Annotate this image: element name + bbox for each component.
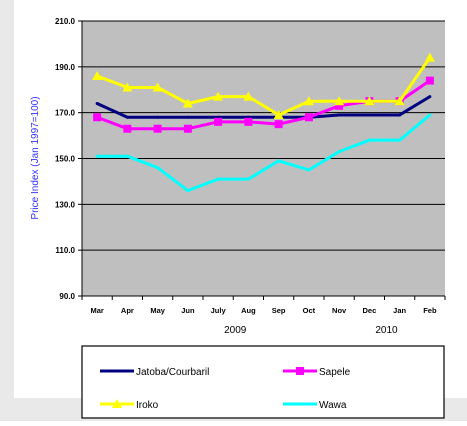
y-tick-label: 170.0: [55, 109, 76, 118]
data-point: [367, 138, 371, 142]
x-tick-label: Nov: [332, 306, 347, 315]
data-point: [273, 109, 284, 119]
data-point: [394, 96, 405, 106]
data-point: [216, 177, 220, 181]
x-tick-label: Mar: [90, 306, 103, 315]
legend-box: [81, 345, 445, 419]
legend-entry: Sapele: [283, 367, 351, 378]
series-line: [96, 56, 432, 117]
data-point: [186, 115, 190, 119]
data-point: [364, 96, 375, 106]
x-tick-label: Aug: [241, 306, 256, 315]
data-point: [214, 117, 223, 126]
data-point: [307, 168, 311, 172]
data-series: [92, 52, 435, 193]
legend-label: Wawa: [319, 400, 347, 411]
data-point: [246, 177, 250, 181]
legend-entry: Iroko: [100, 399, 159, 411]
data-point: [244, 117, 253, 126]
tick-labels: 210.0 190.0 170.0 150.0 130.0 110.0 90.0 Mar Apr…: [55, 17, 437, 336]
data-point: [428, 113, 432, 117]
data-point: [213, 91, 224, 101]
data-point: [152, 82, 163, 92]
y-tick-label: 150.0: [55, 155, 76, 164]
data-point: [125, 115, 129, 119]
data-point: [156, 166, 160, 170]
data-point: [156, 115, 160, 119]
data-point: [277, 159, 281, 163]
data-point: [425, 76, 434, 85]
y-tick-label: 110.0: [55, 246, 75, 255]
data-point: [92, 71, 103, 80]
x-tick-label: Dec: [362, 306, 376, 315]
data-point: [153, 124, 162, 133]
data-point: [337, 150, 341, 154]
data-point: [367, 113, 371, 117]
data-point: [335, 101, 344, 110]
y-tick-label: 130.0: [55, 200, 76, 209]
data-point: [243, 91, 254, 101]
data-point: [93, 113, 102, 122]
data-point: [186, 189, 190, 193]
data-point: [304, 113, 313, 122]
data-point: [95, 102, 99, 105]
axes: [78, 20, 446, 300]
x-tick-label: July: [211, 306, 227, 315]
data-point: [428, 95, 432, 99]
data-point: [123, 124, 132, 133]
data-point: [125, 154, 129, 158]
legend-label: Jatoba/Courbaril: [136, 367, 209, 378]
data-point: [398, 113, 402, 117]
x-tick-label: May: [150, 306, 165, 315]
x-tick-label: Apr: [121, 306, 134, 315]
data-point: [424, 52, 435, 62]
y-tick-label: 90.0: [59, 292, 75, 301]
legend-label: Iroko: [136, 400, 159, 411]
data-point: [274, 120, 283, 129]
y-tick-label: 190.0: [55, 63, 76, 72]
series-line: [97, 113, 431, 193]
y-tick-label: 210.0: [55, 17, 76, 26]
x-tick-label: Sep: [272, 306, 286, 315]
chart-left-shadow: [0, 0, 14, 421]
series-line: [96, 95, 431, 119]
data-point: [303, 96, 314, 106]
x-year-label: 2009: [224, 325, 247, 336]
data-point: [398, 138, 402, 142]
x-tick-label: Oct: [303, 306, 316, 315]
x-tick-label: Feb: [423, 306, 437, 315]
legend-entry: Wawa: [283, 400, 347, 411]
legend-label: Sapele: [319, 367, 351, 378]
data-point: [337, 113, 341, 117]
legend: Jatoba/Courbaril Sapele Iroko Wawa: [81, 345, 445, 419]
data-point: [122, 82, 133, 92]
legend-swatch-marker: [296, 367, 304, 375]
data-point: [95, 154, 99, 158]
y-axis-label: Price Index (Jan 1997=100): [30, 96, 41, 219]
data-point: [182, 98, 193, 108]
series-iroko: [92, 52, 435, 119]
series-wawa: [95, 113, 432, 193]
x-tick-label: Jun: [181, 306, 195, 315]
data-point: [183, 124, 192, 133]
data-point: [334, 96, 345, 106]
legend-swatch-marker: [112, 399, 122, 408]
x-tick-label: Jan: [393, 306, 406, 315]
x-year-label: 2010: [375, 325, 398, 336]
legend-entry: Jatoba/Courbaril: [100, 367, 209, 378]
